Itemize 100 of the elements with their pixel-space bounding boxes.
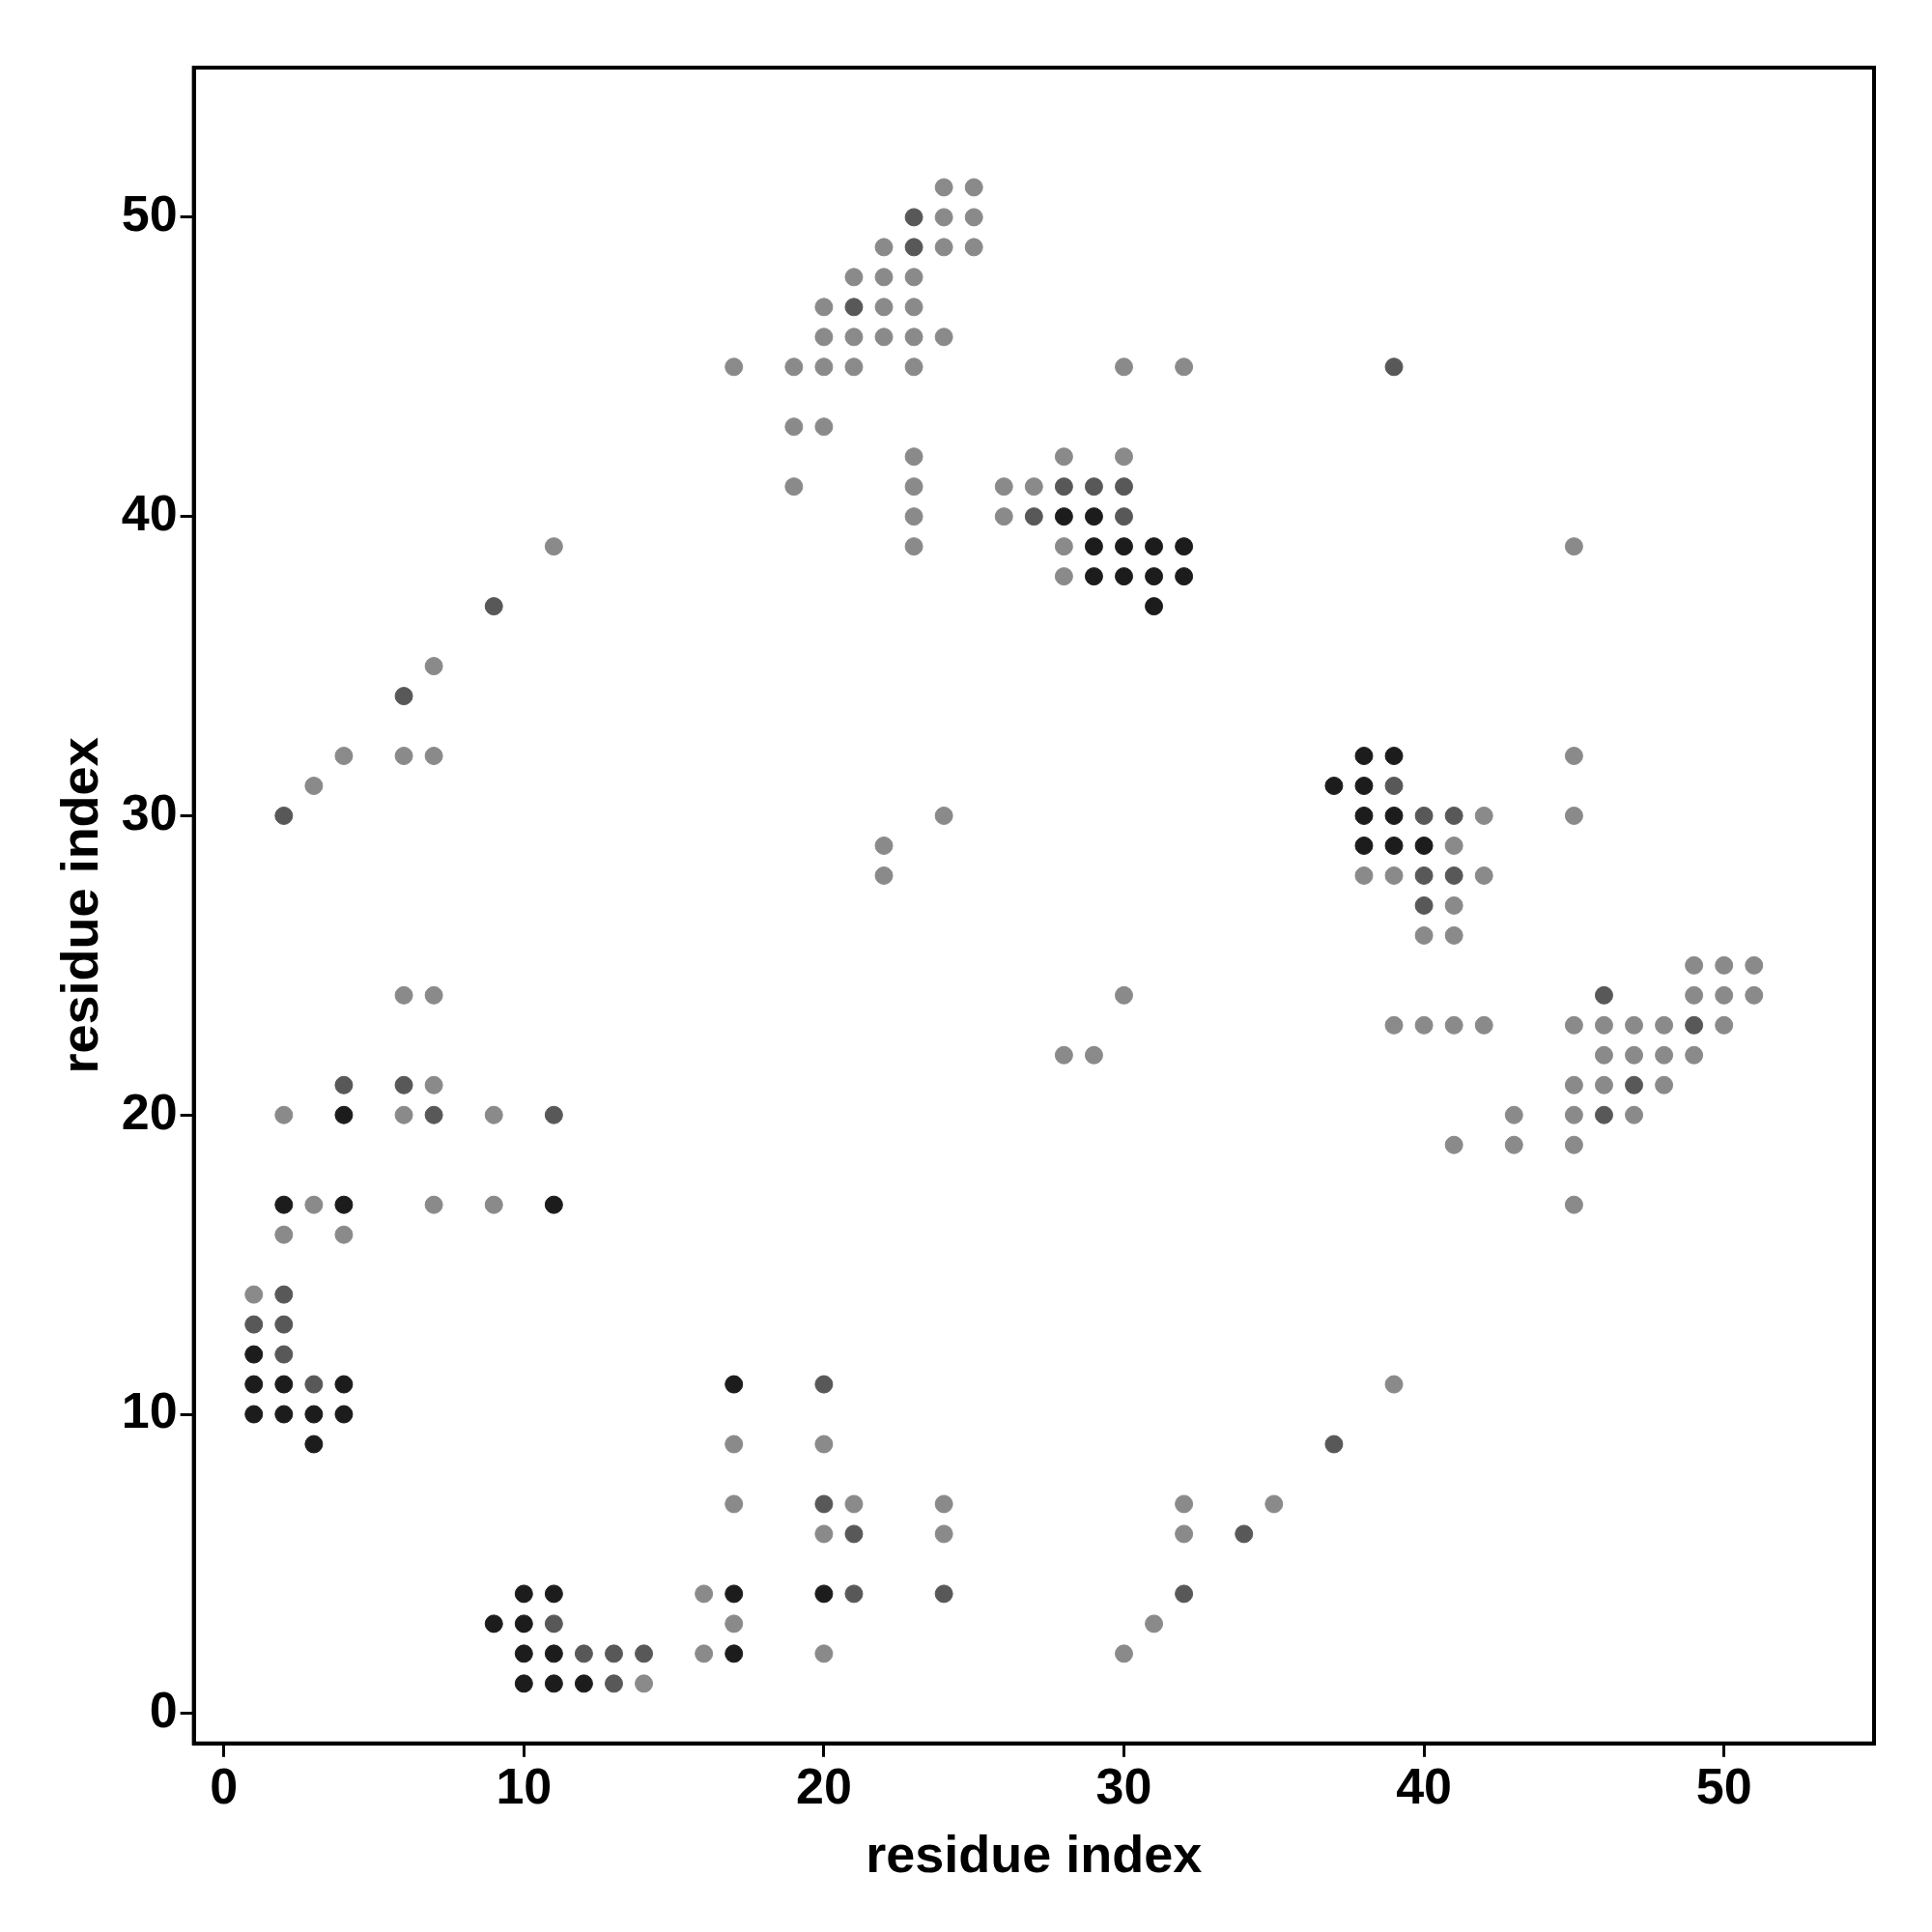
point [544, 1674, 563, 1693]
point [1444, 806, 1463, 825]
point [1115, 537, 1133, 556]
point [1324, 1435, 1344, 1454]
point [574, 1674, 593, 1693]
y-tick-label: 30 [121, 783, 178, 840]
point [274, 1405, 294, 1424]
point [1414, 866, 1434, 885]
x-tick-label: 30 [1095, 1758, 1152, 1815]
point [1384, 357, 1404, 377]
point [274, 1375, 294, 1394]
point [1685, 1015, 1704, 1035]
point [1444, 866, 1463, 885]
point [724, 1644, 744, 1663]
point [574, 1644, 593, 1663]
point [334, 1405, 354, 1424]
point [904, 208, 923, 227]
point [484, 1614, 503, 1634]
y-tick-label: 40 [121, 485, 178, 542]
point [844, 1524, 864, 1544]
point [1414, 895, 1434, 915]
x-axis-title: residue index [866, 1825, 1203, 1884]
point [394, 687, 413, 706]
point [1625, 1075, 1644, 1094]
point [904, 238, 923, 257]
point [814, 1584, 834, 1604]
point [274, 1285, 294, 1304]
point [635, 1644, 654, 1663]
point [1145, 597, 1164, 616]
point [1354, 747, 1374, 766]
point [304, 1375, 324, 1394]
point [484, 597, 503, 616]
y-tick-label: 50 [121, 185, 178, 242]
point [1384, 747, 1404, 766]
point [1115, 477, 1133, 497]
point [1414, 836, 1434, 855]
point [1175, 567, 1194, 586]
point [604, 1674, 623, 1693]
y-axis-title: residue index [50, 737, 109, 1074]
point [1235, 1524, 1254, 1544]
point [544, 1644, 563, 1663]
point [1594, 985, 1613, 1005]
point [544, 1105, 563, 1124]
point [844, 298, 864, 317]
y-tick-label: 10 [121, 1382, 178, 1439]
point [514, 1614, 533, 1634]
y-tick-label: 0 [149, 1682, 178, 1739]
point [244, 1375, 264, 1394]
point [1384, 836, 1404, 855]
point [514, 1644, 533, 1663]
point [1084, 477, 1103, 497]
point [274, 806, 294, 825]
point [514, 1584, 533, 1604]
point [334, 1195, 354, 1214]
point [1145, 537, 1164, 556]
x-tick-label: 0 [210, 1758, 239, 1815]
x-tick-label: 50 [1695, 1758, 1752, 1815]
point [1594, 1105, 1613, 1124]
point [394, 1075, 413, 1094]
point [304, 1435, 324, 1454]
point [1175, 537, 1194, 556]
point [544, 1584, 563, 1604]
point [1384, 776, 1404, 795]
x-tick-label: 10 [496, 1758, 553, 1815]
point [1414, 806, 1434, 825]
point [244, 1315, 264, 1334]
point [1115, 567, 1133, 586]
point [1354, 836, 1374, 855]
point [334, 1375, 354, 1394]
point [1115, 507, 1133, 526]
point [1354, 776, 1374, 795]
point [274, 1195, 294, 1214]
x-tick-label: 40 [1396, 1758, 1453, 1815]
point [1054, 507, 1073, 526]
point [334, 1105, 354, 1124]
point [1054, 477, 1073, 497]
point [1084, 567, 1103, 586]
point [514, 1674, 533, 1693]
point [274, 1345, 294, 1364]
point [1145, 567, 1164, 586]
point [844, 1584, 864, 1604]
point [724, 1584, 744, 1604]
point [304, 1405, 324, 1424]
point [244, 1345, 264, 1364]
point [814, 1494, 834, 1514]
y-tick-label: 20 [121, 1083, 178, 1140]
point [1084, 537, 1103, 556]
point [544, 1614, 563, 1634]
point [424, 1105, 443, 1124]
x-tick-label: 20 [795, 1758, 852, 1815]
point [814, 1375, 834, 1394]
point [1324, 776, 1344, 795]
point [1175, 1584, 1194, 1604]
point [244, 1405, 264, 1424]
point [1384, 806, 1404, 825]
point [724, 1375, 744, 1394]
point [604, 1644, 623, 1663]
point [334, 1075, 354, 1094]
point [1024, 507, 1043, 526]
point [1354, 806, 1374, 825]
